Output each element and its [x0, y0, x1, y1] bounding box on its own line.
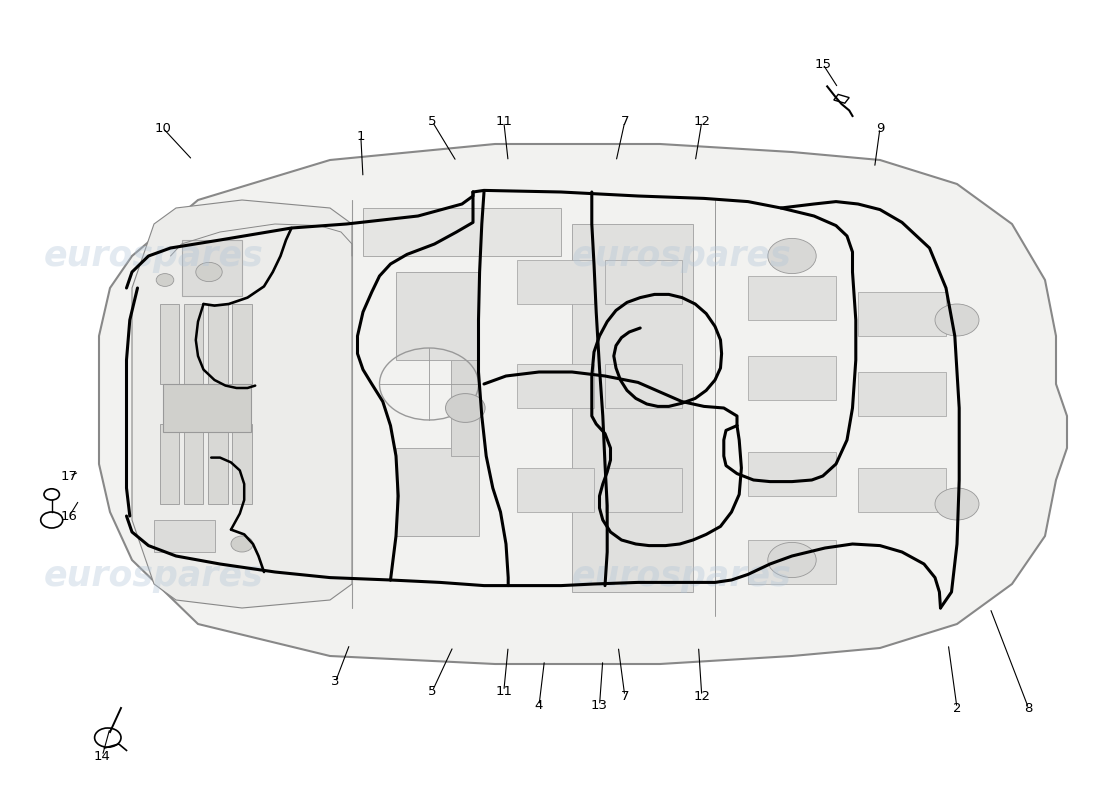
Bar — [396, 272, 478, 360]
Text: 14: 14 — [94, 750, 111, 762]
Bar — [748, 452, 836, 496]
Bar — [858, 292, 946, 336]
Text: eurospares: eurospares — [44, 559, 264, 593]
Bar — [160, 424, 179, 504]
Bar — [572, 224, 693, 592]
Circle shape — [935, 488, 979, 520]
Bar — [232, 304, 252, 384]
Text: 7: 7 — [620, 690, 629, 702]
Text: 17: 17 — [60, 470, 78, 482]
Bar — [517, 468, 594, 512]
Bar — [605, 364, 682, 408]
Text: 5: 5 — [428, 115, 437, 128]
Bar — [605, 468, 682, 512]
Bar — [396, 448, 478, 536]
Text: 5: 5 — [428, 685, 437, 698]
Bar — [748, 540, 836, 584]
Bar — [517, 364, 594, 408]
Text: 1: 1 — [356, 130, 365, 142]
Bar — [748, 276, 836, 320]
Bar — [232, 424, 252, 504]
Text: 11: 11 — [495, 115, 513, 128]
Bar — [451, 360, 478, 456]
Text: 2: 2 — [953, 702, 961, 714]
Text: 4: 4 — [535, 699, 543, 712]
Circle shape — [196, 262, 222, 282]
Bar — [605, 260, 682, 304]
Bar — [160, 304, 179, 384]
Text: 3: 3 — [331, 675, 340, 688]
Circle shape — [768, 542, 816, 578]
Circle shape — [446, 394, 485, 422]
Text: 10: 10 — [154, 122, 172, 134]
Circle shape — [935, 304, 979, 336]
Text: eurospares: eurospares — [572, 559, 792, 593]
Bar — [858, 468, 946, 512]
Bar — [182, 240, 242, 296]
Text: 13: 13 — [591, 699, 608, 712]
Bar — [363, 208, 561, 256]
Text: eurospares: eurospares — [44, 239, 264, 273]
Text: 7: 7 — [620, 115, 629, 128]
Bar — [858, 372, 946, 416]
Text: 15: 15 — [814, 58, 832, 70]
Bar — [208, 424, 228, 504]
Text: 8: 8 — [1024, 702, 1033, 714]
Bar — [163, 384, 251, 432]
Bar — [184, 304, 204, 384]
Polygon shape — [132, 200, 352, 608]
Text: 12: 12 — [693, 115, 711, 128]
Bar — [517, 260, 594, 304]
Bar — [748, 356, 836, 400]
Circle shape — [231, 536, 253, 552]
Circle shape — [156, 274, 174, 286]
Bar — [154, 520, 215, 552]
Bar — [184, 424, 204, 504]
Text: 11: 11 — [495, 685, 513, 698]
Text: 16: 16 — [60, 510, 78, 522]
Text: 9: 9 — [876, 122, 884, 134]
Text: 12: 12 — [693, 690, 711, 702]
Bar — [208, 304, 228, 384]
Circle shape — [768, 238, 816, 274]
Polygon shape — [99, 144, 1067, 664]
Text: eurospares: eurospares — [572, 239, 792, 273]
